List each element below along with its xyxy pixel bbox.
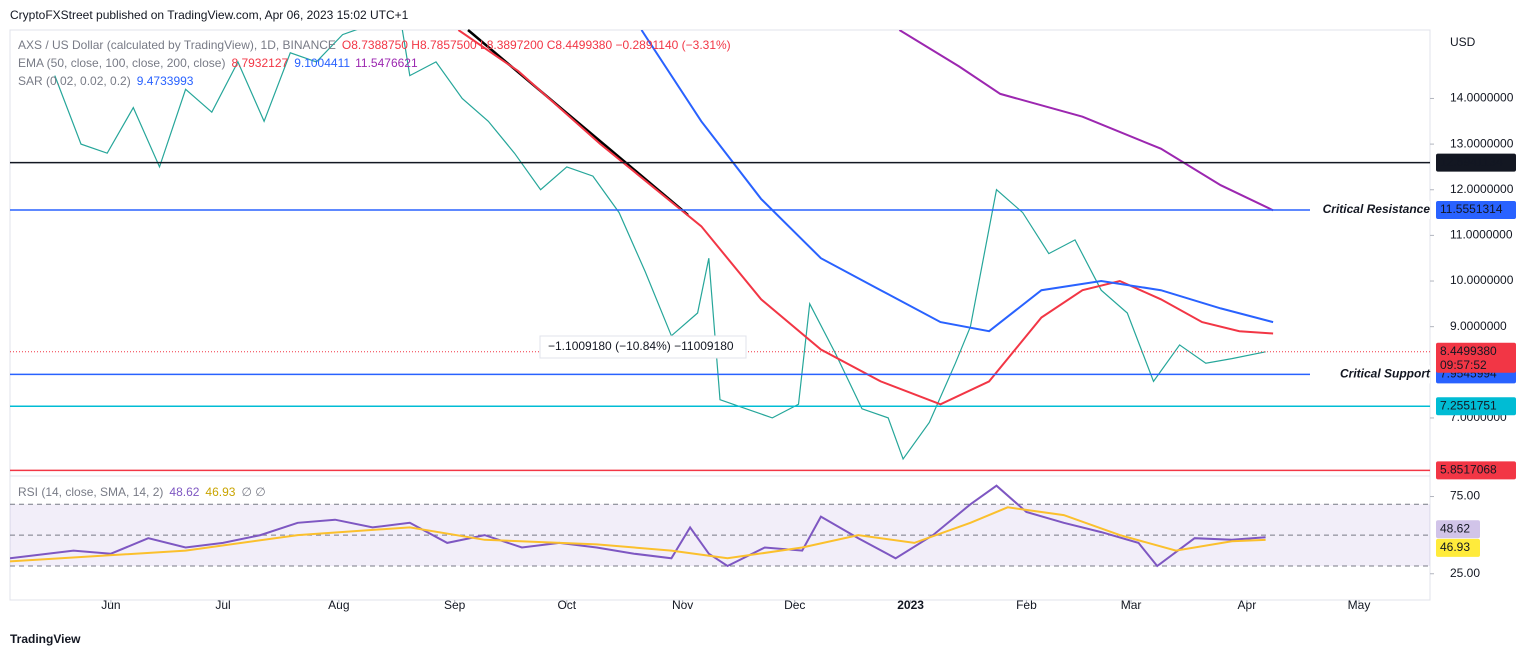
legend-text: 46.93 — [205, 485, 235, 499]
price-label: 11.5551314 — [1440, 202, 1503, 216]
x-tick-label: 2023 — [897, 598, 924, 612]
price-label-bg — [1436, 153, 1516, 172]
legend-text: 11.5476621 — [355, 56, 418, 70]
legend-text: AXS / US Dollar (calculated by TradingVi… — [18, 38, 336, 52]
legend-text: RSI (14, close, SMA, 14, 2) — [18, 485, 163, 499]
publish-note: CryptoFXStreet published on TradingView.… — [10, 8, 409, 22]
series-line — [10, 484, 1266, 568]
footer-brand: TradingView — [10, 632, 81, 646]
legend-text: 9.1004411 — [294, 56, 350, 70]
y-tick-label: 25.00 — [1450, 566, 1480, 580]
value-label-bg — [1436, 538, 1480, 557]
legend-ema: EMA (50, close, 100, close, 200, close) 8… — [18, 56, 418, 70]
legend-text: 48.62 — [169, 485, 199, 499]
x-tick-label: Feb — [1016, 598, 1037, 612]
x-tick-label: Nov — [672, 598, 693, 612]
series-line — [10, 506, 1266, 563]
countdown: 09:57:52 — [1440, 358, 1487, 372]
legend-text: EMA (50, close, 100, close, 200, close) — [18, 56, 225, 70]
price-label: 7.2551751 — [1440, 398, 1497, 412]
price-label-bg — [1436, 397, 1516, 416]
y-tick-label: 14.0000000 — [1450, 91, 1514, 105]
value-label: 46.93 — [1440, 540, 1470, 554]
legend-text: 9.4733993 — [137, 74, 194, 88]
y-tick-label: 12.0000000 — [1450, 182, 1514, 196]
y-tick-label: 9.0000000 — [1450, 319, 1507, 333]
last-price-bg — [1436, 342, 1516, 373]
last-price-label: 8.4499380 — [1440, 344, 1497, 358]
frame — [9, 29, 1431, 601]
x-tick-label: Aug — [328, 598, 349, 612]
legend-rsi: RSI (14, close, SMA, 14, 2) 48.62 46.93 ∅ ∅ — [18, 485, 266, 499]
x-tick-label: Sep — [444, 598, 466, 612]
trend-line — [467, 29, 689, 216]
x-tick-label: Oct — [557, 598, 576, 612]
value-label-bg — [1436, 520, 1480, 539]
y-tick-label: 11.0000000 — [1450, 228, 1513, 242]
x-tick-label: Jun — [101, 598, 120, 612]
series-line — [457, 30, 1274, 406]
annotation-box — [539, 335, 747, 359]
x-tick-label: Mar — [1121, 598, 1142, 612]
legend-sar: SAR (0.02, 0.02, 0.2) 9.4733993 — [18, 74, 194, 88]
x-tick-label: Apr — [1238, 598, 1257, 612]
plot-area — [54, 30, 1274, 461]
x-tick-label: Jul — [215, 598, 230, 612]
legend-text: SAR (0.02, 0.02, 0.2) — [18, 74, 131, 88]
price-label-bg — [1436, 201, 1516, 220]
currency: USD — [1450, 35, 1476, 49]
legend-text: ∅ ∅ — [241, 485, 265, 499]
value-label: 48.62 — [1440, 521, 1470, 535]
level-text-bg — [1310, 365, 1430, 384]
level-text: Critical Support — [1340, 367, 1431, 381]
level-text-bg — [1310, 201, 1430, 220]
x-tick-label: Dec — [784, 598, 805, 612]
legend-text: O8.7388750 H8.7857500 L8.3897200 C8.4499… — [342, 38, 731, 52]
series-line — [640, 30, 1274, 333]
series-line — [54, 30, 1266, 461]
level-text: Critical Resistance — [1323, 202, 1431, 216]
plot-area — [10, 484, 1266, 568]
y-tick-label: 13.0000000 — [1450, 136, 1514, 150]
y-tick-label: 75.00 — [1450, 489, 1480, 503]
price-label: 12.5941134 — [1440, 155, 1503, 169]
annotation: −1.1009180 (−10.84%) −11009180 — [548, 339, 734, 353]
x-tick-label: May — [1348, 598, 1371, 612]
y-tick-label: 10.0000000 — [1450, 273, 1514, 287]
legend-text: 8.7932127 — [231, 56, 288, 70]
legend-symbol: AXS / US Dollar (calculated by TradingVi… — [18, 38, 731, 52]
price-label: 5.8517068 — [1440, 463, 1497, 477]
price-label-bg — [1436, 461, 1516, 480]
series-line — [898, 30, 1274, 212]
